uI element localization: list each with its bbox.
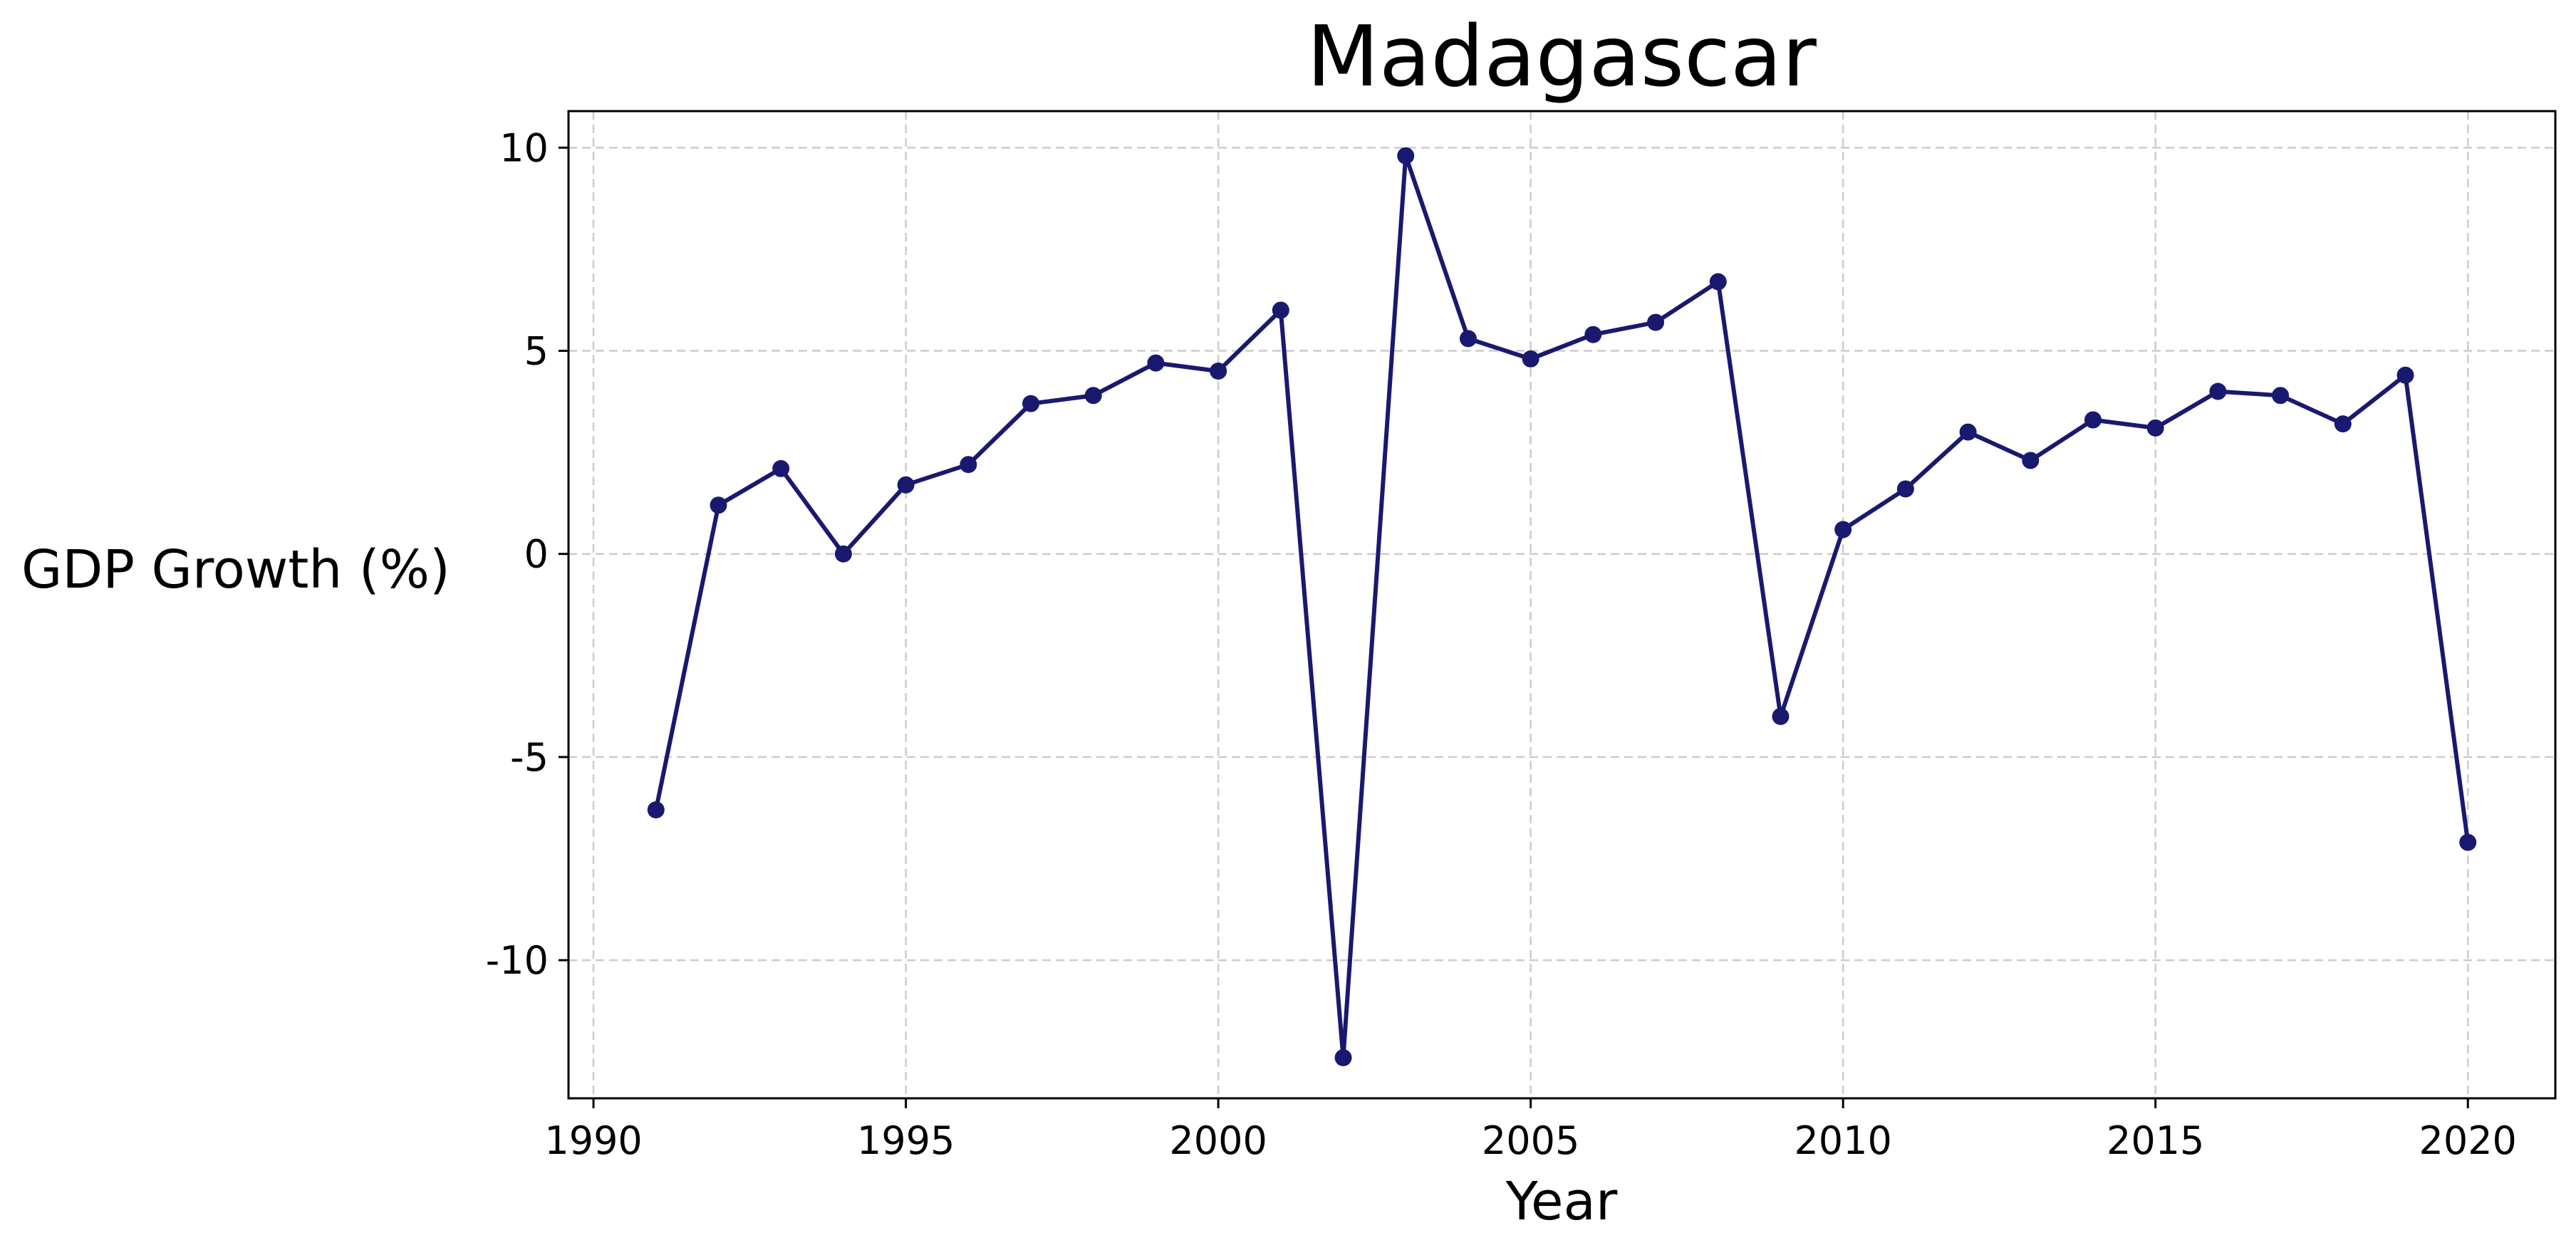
chart-title: Madagascar [1307, 7, 1817, 105]
x-tick-label: 2010 [1794, 1118, 1891, 1163]
data-point [1647, 313, 1665, 331]
data-point [1834, 521, 1852, 538]
y-tick-label: 5 [524, 329, 549, 374]
data-point [1584, 326, 1602, 343]
x-tick-label: 2015 [2107, 1118, 2204, 1163]
data-point [1459, 330, 1477, 348]
data-point [1522, 350, 1539, 368]
x-tick-label: 2020 [2419, 1118, 2516, 1163]
series-line [653, 153, 2471, 1060]
grid [568, 111, 2555, 1098]
x-tick-label: 1995 [857, 1118, 955, 1163]
y-tick-label: 0 [524, 532, 549, 577]
y-tick-label: -5 [510, 735, 549, 780]
data-point [1334, 1048, 1352, 1066]
data-point [834, 545, 852, 563]
data-point [1147, 354, 1165, 372]
data-point [1022, 395, 1040, 412]
data-point [647, 801, 665, 819]
data-point [1772, 707, 1790, 725]
data-point [1397, 147, 1415, 165]
data-point [2459, 833, 2477, 851]
data-point [1959, 423, 1977, 441]
x-tick-label: 1990 [544, 1118, 642, 1163]
series-layer [647, 147, 2477, 1066]
data-point [772, 459, 790, 477]
data-point [2396, 366, 2414, 384]
plot-frame [567, 110, 2557, 1100]
data-point [1272, 301, 1289, 319]
data-point [710, 496, 727, 514]
data-point [2022, 452, 2040, 469]
data-point [1709, 273, 1727, 291]
ticks: 1990 1995 2000 2005 2010 2015 2020 10 5 0 -5 -10 [486, 125, 2517, 1163]
data-point [2272, 387, 2290, 405]
data-point [1896, 480, 1914, 498]
x-tick-label: 2000 [1169, 1118, 1267, 1163]
data-point [2334, 415, 2352, 433]
data-point [1084, 387, 1102, 405]
data-point [960, 456, 977, 474]
x-axis-label: Year [1505, 1171, 1618, 1232]
y-axis-label: GDP Growth (%) [21, 539, 450, 600]
data-point [2146, 419, 2164, 437]
data-point [2084, 411, 2102, 429]
y-tick-label: -10 [486, 938, 549, 983]
x-tick-label: 2005 [1482, 1118, 1579, 1163]
y-tick-label: 10 [499, 125, 549, 170]
data-point [897, 476, 915, 494]
data-point [2209, 382, 2227, 400]
data-point [1210, 363, 1227, 380]
